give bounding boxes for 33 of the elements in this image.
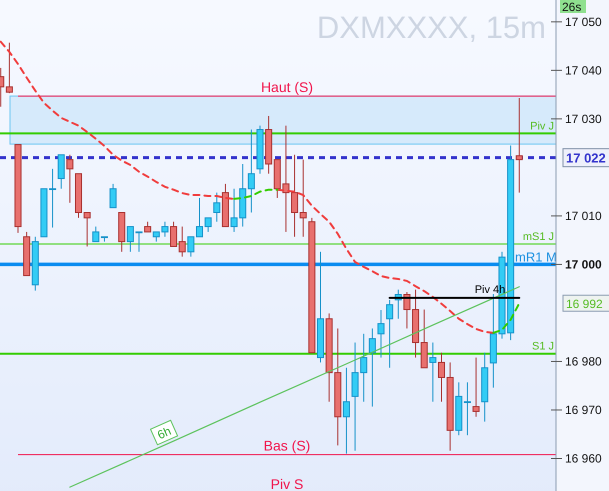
candlestick (110, 183, 117, 208)
y-tick-label: 16 970 (565, 402, 602, 417)
candlestick (6, 42, 13, 94)
y-tick-label: 17 050 (565, 14, 602, 29)
candlestick (429, 342, 436, 402)
line-series (69, 286, 520, 488)
y-tick-label: 17 030 (565, 112, 602, 126)
candlestick (472, 357, 480, 418)
candlestick (516, 98, 523, 194)
candlestick (248, 129, 255, 214)
ref-line-label: S1 J (532, 340, 554, 353)
candlestick (342, 367, 350, 454)
y-tick-label: 17 040 (565, 63, 602, 78)
ref-line-label: Bas (S) (264, 438, 310, 454)
candlestick (66, 154, 74, 204)
ref-line-label: mS1 J (522, 231, 554, 244)
text: 26s (562, 0, 582, 14)
y-tick-label: 16 980 (565, 354, 602, 368)
y-tick-label: 17 000 (565, 257, 602, 272)
candlestick (377, 310, 385, 358)
y-tick-label: 17 010 (565, 208, 602, 223)
candlestick (213, 192, 220, 222)
ref-line-label: Haut (S) (260, 79, 314, 96)
candlestick (368, 328, 376, 408)
candlestick (58, 154, 65, 190)
y-tick-label: 16 960 (565, 451, 602, 466)
annotation: Piv S (270, 476, 304, 491)
ref-line-label: Piv J (530, 120, 554, 132)
candlestick (144, 221, 152, 232)
candlestick (386, 299, 394, 368)
ref-line-label: 17 022 (566, 150, 606, 166)
text: 6h (155, 424, 174, 442)
text: 16 992 (566, 297, 604, 312)
